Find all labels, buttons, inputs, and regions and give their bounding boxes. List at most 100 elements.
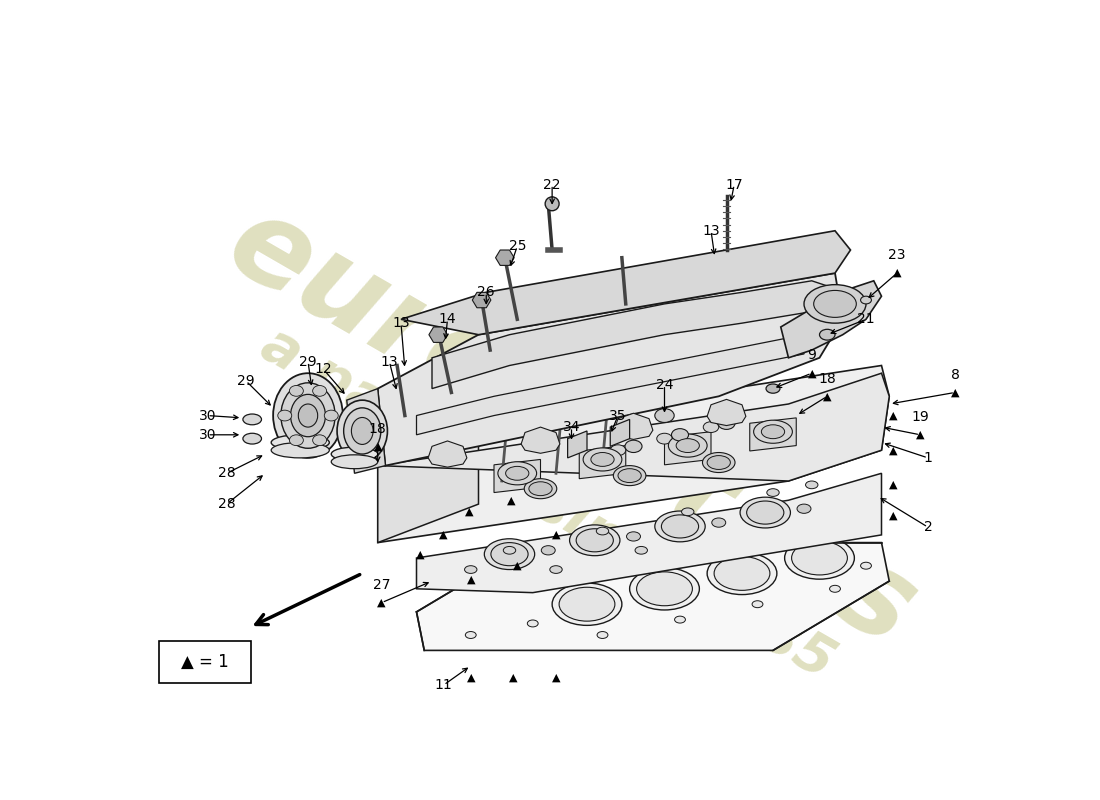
Text: ▲: ▲ — [889, 480, 898, 490]
Polygon shape — [370, 273, 843, 466]
Text: 35: 35 — [609, 409, 627, 422]
Ellipse shape — [576, 529, 614, 552]
Text: ▲: ▲ — [889, 410, 898, 421]
Text: 29: 29 — [238, 374, 255, 388]
Text: ▲: ▲ — [916, 430, 924, 440]
Ellipse shape — [804, 285, 866, 323]
Ellipse shape — [278, 410, 292, 421]
Text: 30: 30 — [198, 428, 216, 442]
Ellipse shape — [272, 435, 329, 450]
Ellipse shape — [629, 568, 700, 610]
Ellipse shape — [860, 562, 871, 569]
Ellipse shape — [289, 435, 304, 446]
Ellipse shape — [829, 586, 840, 592]
Ellipse shape — [312, 386, 327, 396]
Polygon shape — [472, 292, 491, 308]
Ellipse shape — [583, 448, 621, 471]
Text: 11: 11 — [434, 678, 452, 692]
Ellipse shape — [290, 394, 326, 437]
Ellipse shape — [498, 462, 537, 485]
Ellipse shape — [491, 542, 528, 566]
Ellipse shape — [343, 408, 381, 454]
Ellipse shape — [289, 386, 304, 396]
Text: ▲: ▲ — [513, 561, 521, 570]
Ellipse shape — [805, 481, 818, 489]
Polygon shape — [494, 459, 540, 493]
Text: ▲: ▲ — [950, 387, 959, 398]
Polygon shape — [377, 373, 889, 481]
Ellipse shape — [546, 197, 559, 210]
Polygon shape — [402, 230, 850, 334]
Text: 24: 24 — [656, 378, 673, 392]
Ellipse shape — [754, 420, 792, 443]
Text: 28: 28 — [218, 466, 235, 480]
Ellipse shape — [747, 501, 784, 524]
Ellipse shape — [661, 515, 698, 538]
Ellipse shape — [654, 409, 674, 422]
Ellipse shape — [674, 616, 685, 623]
Polygon shape — [377, 427, 478, 542]
Ellipse shape — [570, 525, 620, 556]
Ellipse shape — [243, 434, 262, 444]
Text: 19: 19 — [912, 410, 930, 424]
Text: ▲ = 1: ▲ = 1 — [182, 653, 229, 671]
Ellipse shape — [465, 631, 476, 638]
Ellipse shape — [550, 566, 562, 574]
Text: 23: 23 — [889, 248, 905, 262]
Ellipse shape — [506, 466, 529, 480]
Ellipse shape — [635, 546, 648, 554]
Text: ▲: ▲ — [823, 391, 832, 402]
Text: 13: 13 — [393, 316, 410, 330]
Polygon shape — [521, 427, 560, 454]
Text: 17: 17 — [725, 178, 744, 191]
Ellipse shape — [860, 296, 871, 304]
Text: 13: 13 — [702, 224, 719, 238]
Ellipse shape — [243, 414, 262, 425]
Polygon shape — [781, 281, 881, 358]
Ellipse shape — [637, 572, 692, 606]
Ellipse shape — [798, 504, 811, 514]
Polygon shape — [417, 334, 804, 435]
Ellipse shape — [312, 435, 327, 446]
Text: 27: 27 — [373, 578, 390, 592]
Ellipse shape — [669, 434, 707, 457]
Text: euromotors: euromotors — [208, 184, 935, 670]
Ellipse shape — [707, 552, 777, 594]
Ellipse shape — [792, 541, 847, 575]
Ellipse shape — [712, 518, 726, 527]
Ellipse shape — [280, 383, 336, 448]
Text: ▲: ▲ — [416, 549, 425, 559]
Ellipse shape — [654, 511, 705, 542]
Text: 34: 34 — [563, 420, 581, 434]
Ellipse shape — [714, 557, 770, 590]
Text: 21: 21 — [857, 312, 874, 326]
Ellipse shape — [703, 422, 718, 433]
Text: ▲: ▲ — [807, 368, 816, 378]
Polygon shape — [580, 446, 626, 478]
Ellipse shape — [766, 384, 780, 394]
Text: 9: 9 — [807, 349, 816, 362]
Ellipse shape — [740, 497, 791, 528]
Polygon shape — [664, 432, 711, 465]
Text: 14: 14 — [439, 312, 456, 326]
Ellipse shape — [484, 538, 535, 570]
Text: 29: 29 — [299, 354, 317, 369]
Ellipse shape — [324, 410, 338, 421]
Text: ▲: ▲ — [509, 672, 518, 682]
Ellipse shape — [784, 537, 855, 579]
Text: 13: 13 — [381, 354, 398, 369]
Ellipse shape — [820, 330, 835, 340]
Ellipse shape — [761, 425, 784, 438]
Ellipse shape — [814, 290, 856, 318]
Polygon shape — [428, 441, 466, 467]
Text: 18: 18 — [368, 422, 386, 435]
Text: 28: 28 — [218, 497, 235, 511]
Ellipse shape — [527, 620, 538, 627]
Text: ▲: ▲ — [374, 442, 382, 451]
Text: 25: 25 — [508, 239, 526, 253]
Polygon shape — [707, 399, 746, 426]
Ellipse shape — [627, 532, 640, 541]
Text: ▲: ▲ — [889, 510, 898, 521]
Polygon shape — [417, 474, 881, 593]
Ellipse shape — [337, 400, 387, 462]
